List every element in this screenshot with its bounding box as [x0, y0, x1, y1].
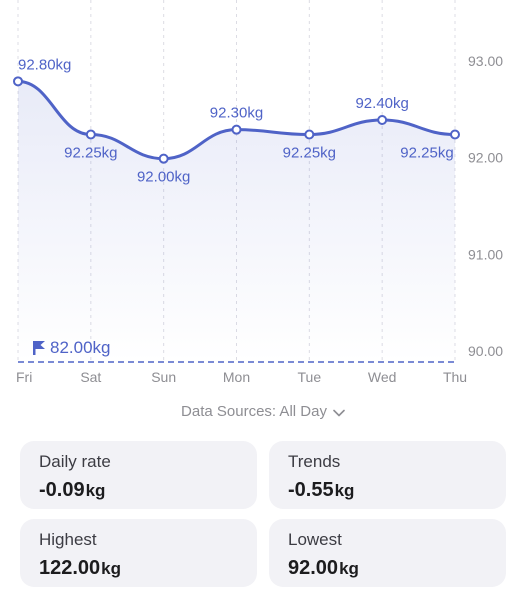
stat-value: -0.09kg: [39, 479, 106, 501]
stat-label: Daily rate: [39, 452, 111, 471]
data-sources-label: Data Sources: All Day: [181, 403, 327, 420]
x-tick-label: Sun: [151, 369, 176, 385]
chevron-down-icon: [333, 404, 345, 421]
data-label: 92.00kg: [137, 169, 190, 186]
data-point: [304, 129, 315, 140]
stat-label: Highest: [39, 530, 97, 549]
data-point: [231, 124, 242, 135]
x-tick-label: Thu: [443, 369, 467, 385]
data-label: 92.25kg: [283, 145, 336, 162]
stat-label: Lowest: [288, 530, 342, 549]
x-tick-label: Wed: [368, 369, 397, 385]
x-tick-label: Tue: [298, 369, 322, 385]
data-point: [158, 153, 169, 164]
data-label: 92.40kg: [355, 95, 408, 112]
y-tick-label: 93.00: [468, 53, 503, 69]
stat-value: 92.00kg: [288, 557, 359, 579]
stat-card-highest: Highest 122.00kg: [20, 519, 257, 587]
goal-flag-icon: [33, 341, 45, 355]
data-point: [85, 129, 96, 140]
y-tick-label: 90.00: [468, 343, 503, 359]
stat-value: -0.55kg: [288, 479, 355, 501]
data-label: 92.25kg: [64, 145, 117, 162]
x-tick-label: Mon: [223, 369, 250, 385]
data-sources-selector[interactable]: Data Sources: All Day: [0, 403, 526, 421]
stat-card-lowest: Lowest 92.00kg: [269, 519, 506, 587]
trend-area-fill: [18, 81, 455, 362]
data-point: [450, 129, 460, 140]
stat-value: 122.00kg: [39, 557, 122, 579]
stat-card-trends: Trends -0.55kg: [269, 441, 506, 509]
y-tick-label: 91.00: [468, 246, 503, 262]
data-label: 92.30kg: [210, 105, 263, 122]
x-tick-label: Fri: [16, 369, 32, 385]
data-label: 92.25kg: [400, 145, 453, 162]
data-point: [13, 76, 23, 87]
data-label: 92.80kg: [18, 56, 71, 73]
x-tick-label: Sat: [80, 369, 101, 385]
stat-label: Trends: [288, 452, 341, 471]
y-tick-label: 92.00: [468, 150, 503, 166]
goal-label: 82.00kg: [50, 338, 111, 357]
weight-line-chart: 82.00kg 92.80kg 92.25kg 92.00kg 92.30kg 92.2…: [13, 0, 503, 385]
data-point: [377, 115, 388, 125]
stat-card-daily-rate: Daily rate -0.09kg: [20, 441, 257, 509]
